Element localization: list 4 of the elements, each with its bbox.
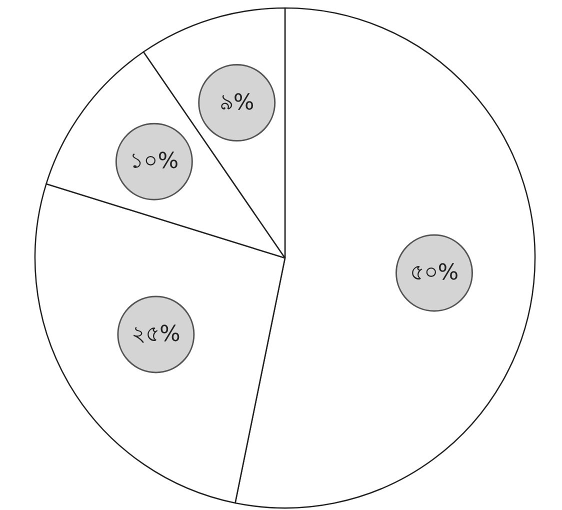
- data-label: ১০%: [130, 149, 179, 174]
- data-label: ৫০%: [410, 260, 459, 286]
- data-label: ৯%: [219, 90, 254, 116]
- data-label: ২৫%: [131, 322, 180, 347]
